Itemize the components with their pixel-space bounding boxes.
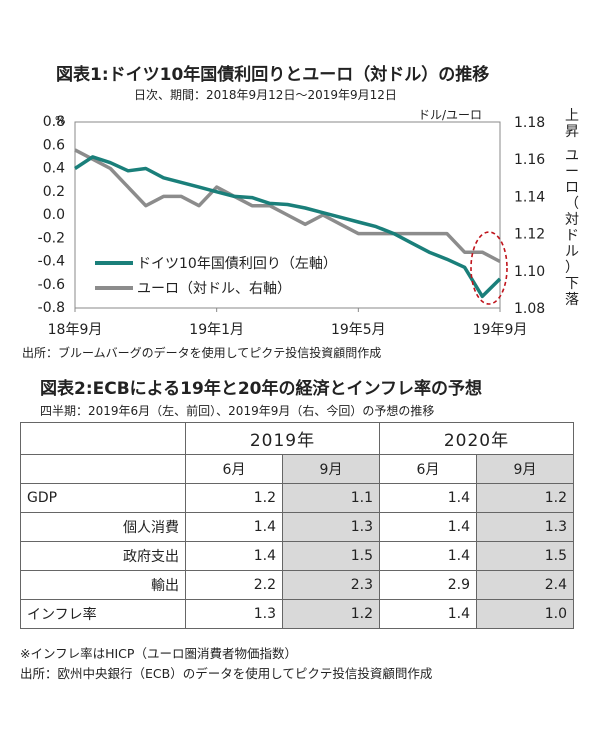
y2-tick-label: 1.12 [514,227,545,243]
row-label: 個人消費 [20,512,186,542]
table-header-years: 2019年 2020年 [20,422,574,455]
table-row: 輸出 2.2 2.3 2.9 2.4 [20,570,574,600]
side-label: 上昇ユーロ（対ドル）下落 [565,108,579,308]
side-label-char: 下 [565,276,579,292]
table-cell: 1.1 [282,483,380,513]
legend-label: ユーロ（対ドル、右軸） [137,281,291,297]
month-header: 9月 [476,454,574,484]
table-cell: 1.4 [379,541,477,571]
figure1-title: 図表1:ドイツ10年国債利回りとユーロ（対ドル）の推移 [56,65,490,85]
row-label: 輸出 [20,570,186,600]
right-axis-unit: ドル/ユーロ [418,108,483,122]
y-tick-label: 0.2 [43,184,65,200]
table-cell: 1.4 [379,483,477,513]
table-row: 政府支出 1.4 1.5 1.4 1.5 [20,541,574,571]
side-label-char: 落 [565,292,579,308]
side-label-char: ド [565,228,579,244]
y-tick-label: 0.4 [43,161,65,177]
table-cell: 1.3 [185,599,283,629]
table-row: GDP 1.2 1.1 1.4 1.2 [20,483,574,513]
table-cell: 1.5 [476,541,574,571]
table-header-months: 6月 9月 6月 9月 [20,454,574,484]
y2-tick-label: 1.18 [514,115,545,131]
chart-legend: ドイツ10年国債利回り（左軸） ユーロ（対ドル、右軸） [95,256,337,297]
y-tick-label: -0.2 [38,230,65,246]
legend-label: ドイツ10年国債利回り（左軸） [137,256,337,272]
y2-tick-label: 1.16 [514,152,545,168]
x-tick-label: 19年5月 [331,322,386,338]
y2-tick-label: 1.08 [514,301,545,317]
highlight-ellipse [470,231,508,305]
side-label-char: 昇 [565,124,579,140]
figure2-title: 図表2:ECBによる19年と20年の経済とインフレ率の予想 [40,379,482,399]
table-note: ※インフレ率はHICP（ユーロ圏消費者物価指数） [20,646,297,661]
month-header: 6月 [185,454,283,484]
y-tick-label: 0.6 [43,137,65,153]
figure1-subtitle: 日次、期間：2018年9月12日～2019年9月12日 [134,88,397,102]
side-label-char: （ [565,196,579,212]
y2-tick-label: 1.14 [514,189,545,205]
x-tick-label: 19年1月 [189,322,244,338]
table-cell: 2.9 [379,570,477,600]
left-axis-ticks: 0.8 0.6 0.4 0.2 0.0 -0.2 -0.4 -0.6 -0.8 [38,114,65,316]
forecast-table: 2019年 2020年 6月 9月 6月 9月 GDP 1.2 1.1 1.4 … [20,422,574,629]
side-label-char: 対 [565,212,579,228]
row-label: 政府支出 [20,541,186,571]
table-cell: 2.2 [185,570,283,600]
y-tick-label: -0.6 [38,277,65,293]
table-cell: 2.4 [476,570,574,600]
y2-tick-label: 1.10 [514,264,545,280]
side-label-char: ー [565,164,579,180]
series-lines [74,148,502,299]
plot-frame [74,121,501,309]
x-axis-ticks: 18年9月 19年1月 19年5月 19年9月 [48,308,528,338]
x-tick-label: 18年9月 [48,322,103,338]
table-cell: 1.4 [185,512,283,542]
row-label: インフレ率 [20,599,186,629]
left-axis-unit: % [55,114,65,127]
figure1-source: 出所：ブルームバーグのデータを使用してピクテ投信投資顧問作成 [22,346,382,360]
table-cell: 1.2 [185,483,283,513]
x-tick-label: 19年9月 [473,322,528,338]
table-cell: 1.4 [379,599,477,629]
table-cell: 1.3 [282,512,380,542]
table-cell: 1.5 [282,541,380,571]
table-row: インフレ率 1.3 1.2 1.4 1.0 [20,599,574,629]
month-header: 9月 [282,454,380,484]
table-cell: 1.2 [282,599,380,629]
year-header: 2019年 [185,422,380,455]
side-label-char: ル [565,244,579,260]
figure2-subtitle: 四半期：2019年6月（左、前回）、2019年9月（右、今回）の予想の推移 [40,404,435,418]
table-cell: 1.0 [476,599,574,629]
table-cell: 2.3 [282,570,380,600]
series-line-bund [74,155,502,299]
line-chart: 0.8 0.6 0.4 0.2 0.0 -0.2 -0.4 -0.6 -0.8 1.18 1.16… [38,108,579,338]
y-tick-label: 0.8 [43,114,65,130]
y-tick-label: -0.8 [38,300,65,316]
table-cell: 1.2 [476,483,574,513]
table-cell: 1.4 [185,541,283,571]
row-label: GDP [20,483,186,513]
table-cell: 1.3 [476,512,574,542]
chart-grid [74,121,501,309]
year-header: 2020年 [379,422,574,455]
y-tick-label: -0.4 [38,254,65,270]
y-tick-label: 0.0 [43,207,65,223]
figure2-source: 出所：欧州中央銀行（ECB）のデータを使用してピクテ投信投資顧問作成 [20,666,433,681]
side-label-char: ） [565,260,579,276]
side-label-char: ロ [565,180,579,196]
month-header: 6月 [379,454,477,484]
side-label-char: 上 [565,108,579,124]
table-cell: 1.4 [379,512,477,542]
side-label-char: ユ [565,148,579,164]
right-axis-ticks: 1.18 1.16 1.14 1.12 1.10 1.08 [514,115,545,317]
table-row: 個人消費 1.4 1.3 1.4 1.3 [20,512,574,542]
series-line-eur [74,148,501,264]
